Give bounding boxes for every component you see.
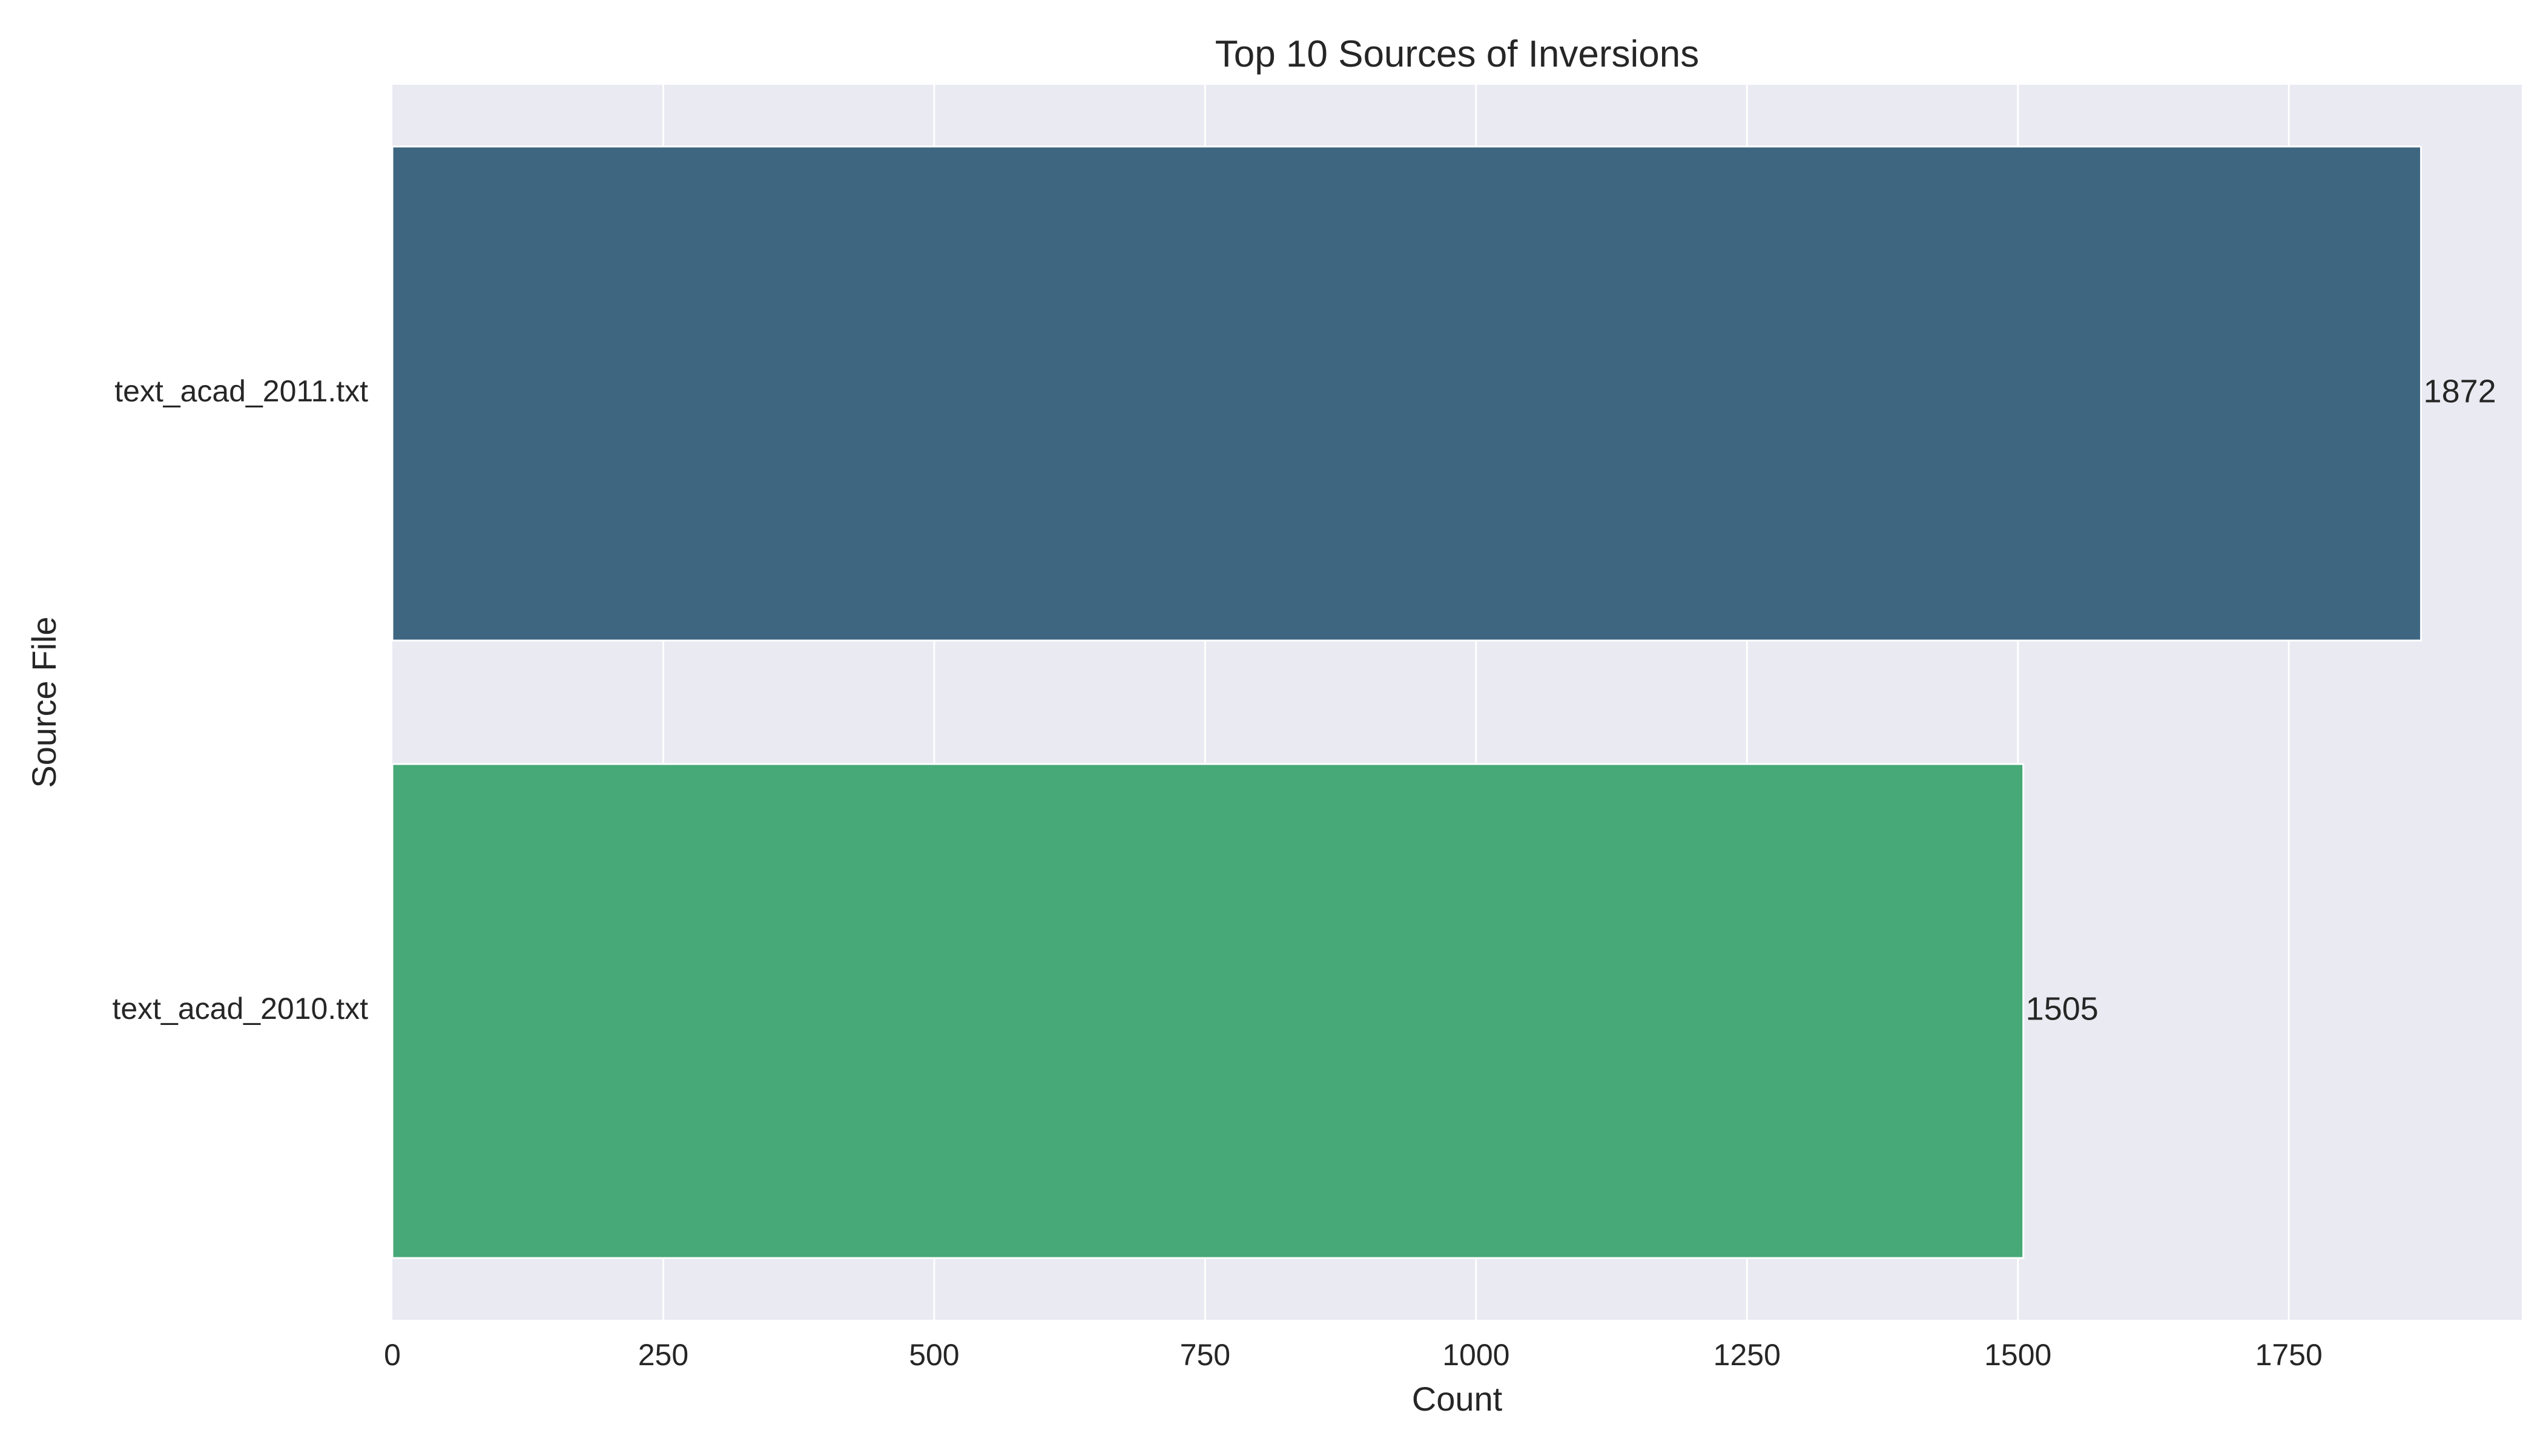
x-tick-label: 1250 <box>1713 1338 1781 1372</box>
y-axis-label: Source File <box>25 616 63 788</box>
bar-text-acad-2011-txt <box>391 145 2423 642</box>
bar-text-acad-2010-txt <box>391 763 2025 1259</box>
x-tick-label: 1000 <box>1442 1338 1509 1372</box>
y-tick-label: text_acad_2010.txt <box>112 992 368 1026</box>
x-tick-label: 1750 <box>2255 1338 2323 1372</box>
x-tick-label: 500 <box>909 1338 959 1372</box>
bar-value-label: 1872 <box>2424 373 2496 409</box>
x-tick-label: 0 <box>384 1338 401 1372</box>
x-tick-label: 1500 <box>1984 1338 2051 1372</box>
chart-title: Top 10 Sources of Inversions <box>1215 33 1700 75</box>
data-labels: 1872 1505 <box>2026 373 2496 1027</box>
bars <box>391 145 2423 1259</box>
bar-value-label: 1505 <box>2026 990 2099 1027</box>
y-tick-label: text_acad_2011.txt <box>114 374 368 408</box>
x-axis-label: Count <box>1412 1380 1503 1418</box>
x-axis-ticks: 0 250 500 750 1000 1250 1500 1750 <box>384 1338 2323 1372</box>
x-tick-label: 250 <box>638 1338 688 1372</box>
x-tick-label: 750 <box>1180 1338 1230 1372</box>
y-axis-ticks: text_acad_2011.txt text_acad_2010.txt <box>112 374 368 1026</box>
